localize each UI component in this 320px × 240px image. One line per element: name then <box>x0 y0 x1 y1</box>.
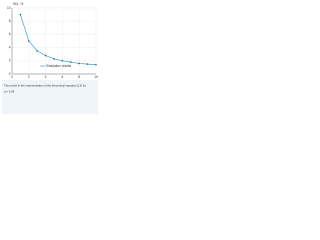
y-tick-label: 8 <box>9 19 11 23</box>
legend-label: Simulation results <box>46 64 72 68</box>
page: {"chart_data": {"type": "line", "y_label… <box>0 0 100 116</box>
data-point <box>61 60 64 62</box>
data-point <box>78 62 80 65</box>
data-point <box>44 54 47 57</box>
data-point <box>36 50 38 52</box>
y-tick-label: 0 <box>9 72 11 76</box>
data-point <box>19 13 22 16</box>
y-tick-label: 4 <box>9 45 11 49</box>
caption-line: The points in the representation of the … <box>4 84 86 88</box>
x-tick-label: 8 <box>78 75 80 79</box>
x-tick-label: 2 <box>28 75 30 79</box>
y-axis-label: W/L, % <box>13 2 23 6</box>
x-tick-label: 4 <box>45 75 47 79</box>
data-point <box>86 63 89 65</box>
y-tick-label: 2 <box>9 59 11 63</box>
y-tick-label: 10 <box>7 6 11 10</box>
caption-box <box>2 80 98 114</box>
chart: W/L, % The points in the representation … <box>0 0 100 116</box>
data-point <box>28 40 30 42</box>
data-point <box>95 63 97 66</box>
x-tick-label: 10 <box>94 75 98 79</box>
x-tick-label: 0 <box>11 75 13 79</box>
y-tick-label: 6 <box>9 32 11 36</box>
data-point <box>70 61 72 63</box>
data-point <box>53 58 55 60</box>
x-tick-label: 6 <box>62 75 64 79</box>
caption-line: q = 3.09 <box>4 90 15 94</box>
series-line <box>20 14 97 66</box>
